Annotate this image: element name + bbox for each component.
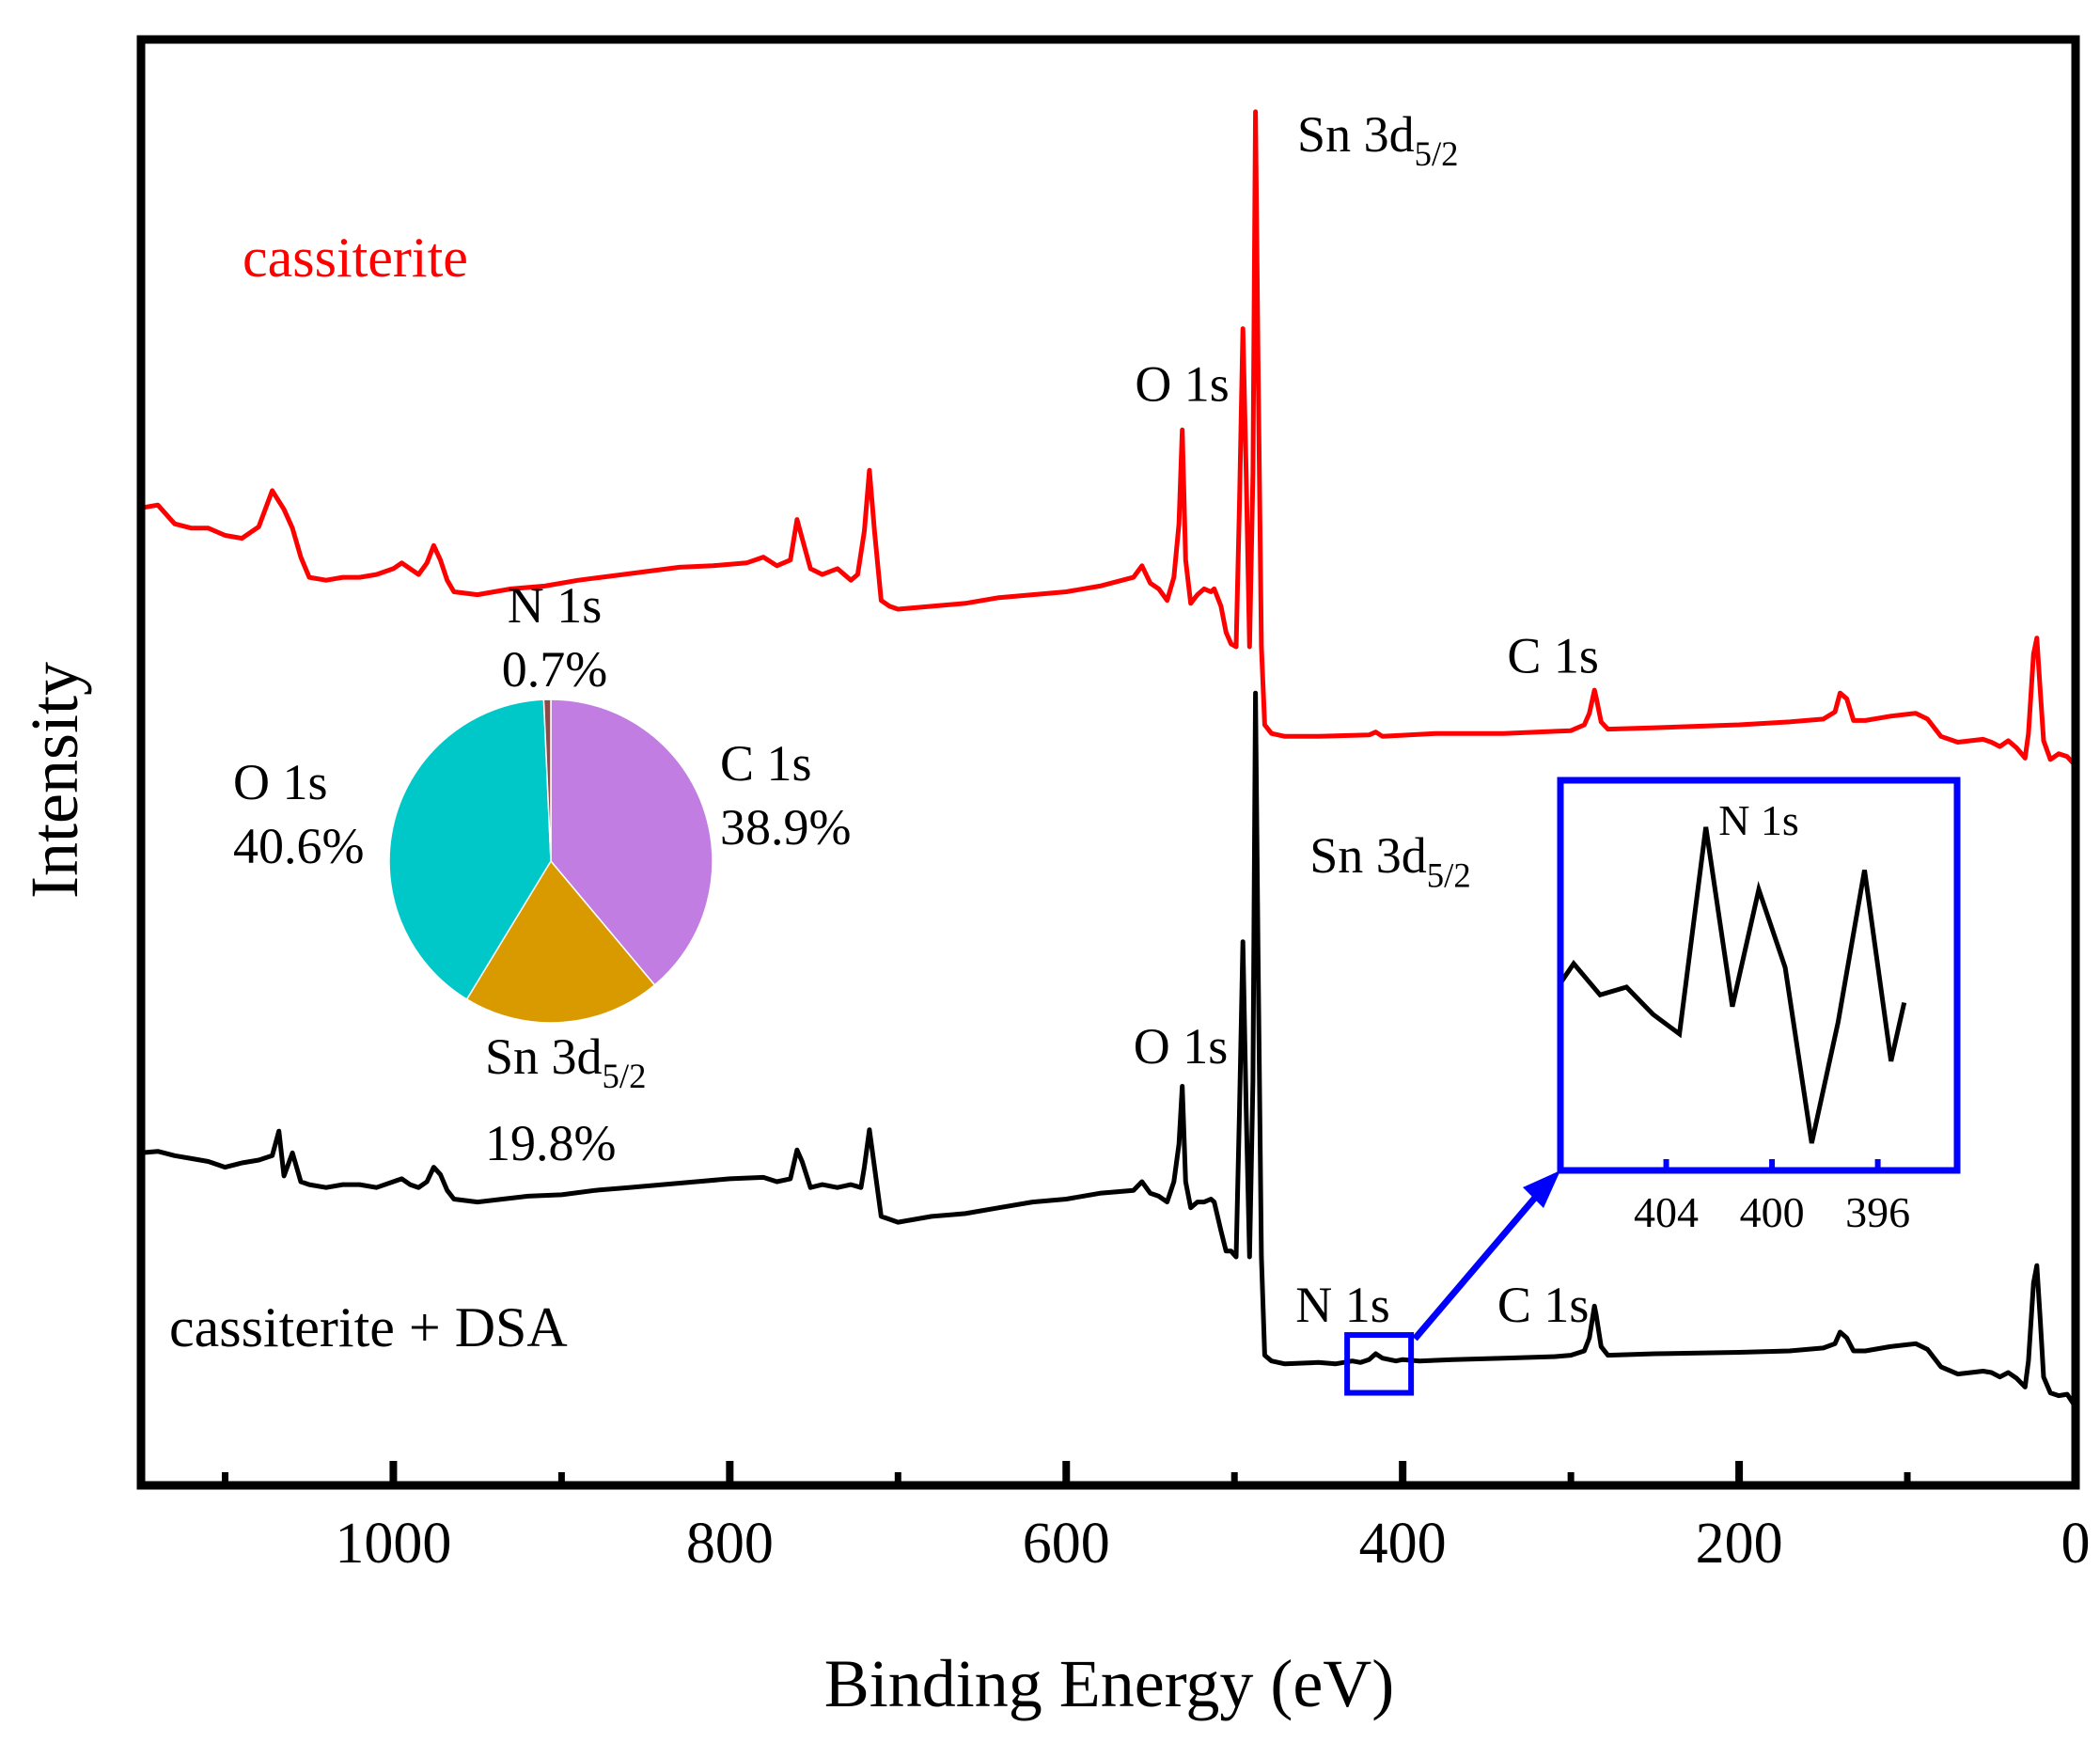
- peak-label-o-red: O 1s: [1135, 356, 1230, 413]
- plot-frame: [136, 35, 2080, 1490]
- inset-title: N 1s: [1718, 796, 1799, 844]
- peak-label-n-black: N 1s: [1295, 1277, 1390, 1333]
- x-axis-label: Binding Energy (eV): [824, 1646, 1395, 1721]
- main-series-group: [140, 109, 2076, 1406]
- inset-x-tick-label: 400: [1740, 1188, 1805, 1236]
- inset-x-tick-label: 396: [1845, 1188, 1910, 1236]
- pie-label-name: Sn 3d5/2: [485, 1028, 646, 1095]
- pie-labels: C 1s 38.9% Sn 3d5/2 19.8% O 1s 40.6% N 1s 0.7%: [233, 577, 851, 1171]
- main-plot-frame: [136, 35, 2080, 1490]
- pie-slice-sn-3d: [465, 859, 656, 1024]
- pie-label-value: 19.8%: [485, 1115, 616, 1171]
- series-line-cassiterite: [140, 109, 2076, 766]
- peak-label-c-red: C 1s: [1507, 628, 1599, 684]
- pie-label-name: O 1s: [233, 754, 328, 810]
- x-tick-label: 400: [1359, 1512, 1447, 1576]
- pie-slice-n-1s: [542, 698, 552, 862]
- x-tick-label: 600: [1023, 1512, 1110, 1576]
- y-axis-label: Intensity: [17, 662, 92, 899]
- x-axis-tick-labels: 1000 800 600 400 200 0: [335, 1512, 2090, 1576]
- x-axis-ticks: [221, 1461, 2079, 1485]
- series-label-cassiterite: cassiterite: [243, 227, 468, 289]
- x-tick-label: 800: [686, 1512, 774, 1576]
- inset-chart: 404 400 396 N 1s: [1557, 777, 1961, 1236]
- zoom-arrow-head: [1523, 1170, 1560, 1208]
- series-label-cassiterite-dsa: cassiterite + DSA: [169, 1296, 568, 1358]
- inset-background: [1560, 780, 1957, 1170]
- x-tick-label: 0: [2061, 1512, 2091, 1576]
- zoom-box: [1344, 1332, 1415, 1396]
- x-tick-label: 1000: [335, 1512, 451, 1576]
- inset-series-line: [1558, 826, 1907, 1144]
- pie-chart: [388, 698, 713, 1024]
- pie-label-value: 0.7%: [502, 641, 607, 698]
- pie-slice-o-1s: [388, 698, 552, 1000]
- peak-labels: Sn 3d5/2 O 1s C 1s Sn 3d5/2 O 1s C 1s N 1s: [1134, 106, 1599, 1333]
- peak-label-sn-black: Sn 3d5/2: [1309, 827, 1470, 894]
- pie-label-name: C 1s: [720, 735, 812, 792]
- peak-label-sn-red: Sn 3d5/2: [1297, 106, 1458, 173]
- pie-label-value: 38.9%: [720, 799, 851, 855]
- peak-label-o-black: O 1s: [1134, 1018, 1229, 1075]
- zoom-indicator: [1344, 1170, 1560, 1396]
- series-line-cassiterite-dsa: [140, 690, 2076, 1406]
- x-tick-label: 200: [1696, 1512, 1783, 1576]
- pie-label-name: N 1s: [508, 577, 603, 634]
- pie-slice-c-1s: [550, 698, 713, 986]
- zoom-arrow-line: [1412, 1183, 1548, 1342]
- pie-label-value: 40.6%: [233, 818, 364, 874]
- peak-label-c-black: C 1s: [1497, 1277, 1590, 1333]
- inset-x-tick-label: 404: [1634, 1188, 1699, 1236]
- inset-frame: [1557, 777, 1961, 1174]
